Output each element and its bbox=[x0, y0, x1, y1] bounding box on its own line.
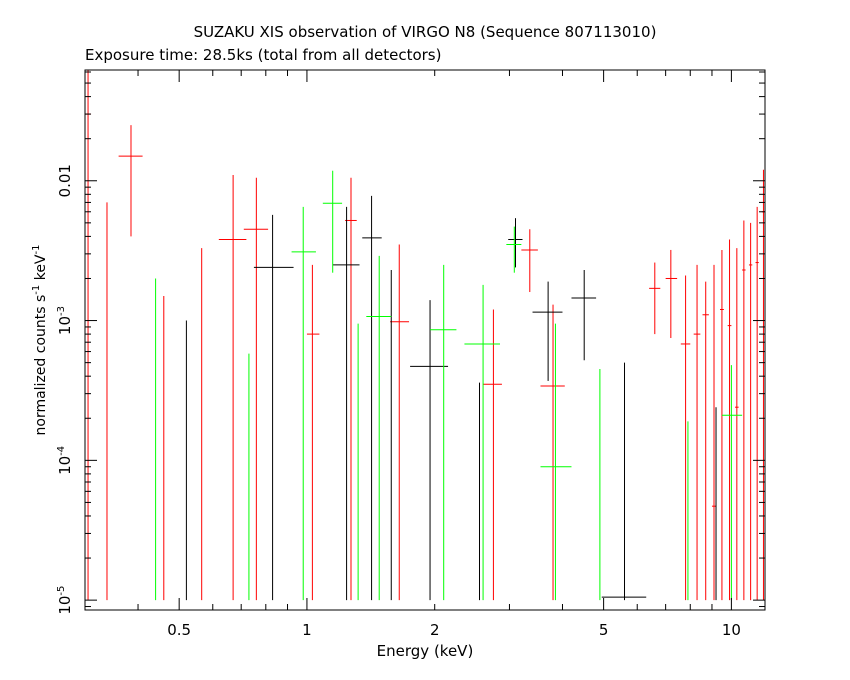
data-point bbox=[521, 229, 538, 293]
data-point bbox=[702, 281, 709, 601]
y-tick-label: 0.01 bbox=[56, 164, 74, 197]
data-point bbox=[649, 262, 661, 335]
y-tick-label: 10-5 bbox=[56, 586, 74, 615]
data-point bbox=[665, 249, 678, 339]
y-label-main: normalized counts s bbox=[33, 295, 49, 436]
y-label-sup-2: -1 bbox=[31, 245, 42, 255]
data-point bbox=[755, 206, 759, 601]
plot-frame bbox=[84, 69, 766, 611]
x-tick-label: 0.5 bbox=[167, 621, 191, 639]
data-point bbox=[601, 362, 647, 601]
data-point bbox=[366, 255, 392, 601]
x-tick-label: 5 bbox=[599, 621, 609, 639]
data-point bbox=[430, 264, 457, 601]
data-point bbox=[506, 226, 522, 273]
x-tick-label: 10 bbox=[722, 621, 741, 639]
data-point bbox=[571, 269, 597, 361]
y-axis-label: normalized counts s-1 keV-1 bbox=[31, 245, 49, 436]
data-point bbox=[748, 222, 753, 601]
data-point bbox=[540, 304, 565, 601]
data-point bbox=[390, 244, 410, 601]
data-point bbox=[540, 323, 572, 601]
data-point bbox=[735, 248, 739, 601]
chart-subtitle: Exposure time: 28.5ks (total from all de… bbox=[85, 46, 441, 64]
data-point bbox=[508, 218, 523, 268]
data-point bbox=[719, 249, 724, 601]
y-label-mid: keV bbox=[33, 254, 49, 285]
data-point bbox=[727, 239, 732, 601]
data-point bbox=[742, 220, 746, 601]
x-axis-label: Energy (keV) bbox=[377, 642, 474, 660]
data-point bbox=[362, 195, 382, 601]
data-point bbox=[322, 170, 343, 273]
data-point bbox=[464, 284, 500, 601]
y-label-sup-1: -1 bbox=[31, 285, 42, 295]
x-tick-label: 2 bbox=[430, 621, 440, 639]
data-point bbox=[291, 206, 316, 601]
data-point bbox=[218, 174, 247, 601]
data-point bbox=[693, 264, 701, 601]
data-point bbox=[243, 177, 269, 601]
data-point bbox=[483, 309, 502, 601]
data-point bbox=[332, 206, 360, 601]
x-tick-label: 1 bbox=[302, 621, 312, 639]
chart-title: SUZAKU XIS observation of VIRGO N8 (Sequ… bbox=[194, 23, 657, 41]
data-point bbox=[711, 264, 717, 601]
y-tick-label: 10-3 bbox=[56, 306, 74, 335]
data-layer bbox=[85, 70, 765, 601]
y-tick-label: 10-4 bbox=[56, 446, 74, 475]
data-point bbox=[306, 264, 320, 601]
data-point bbox=[253, 214, 294, 601]
data-point bbox=[532, 281, 563, 381]
data-point bbox=[721, 365, 743, 601]
axis-layer: 0.5 1 2 5 10 10-5 10-4 10-3 0.01 bbox=[56, 70, 765, 639]
data-point bbox=[680, 275, 691, 601]
data-point bbox=[410, 300, 449, 601]
data-point bbox=[118, 125, 143, 237]
